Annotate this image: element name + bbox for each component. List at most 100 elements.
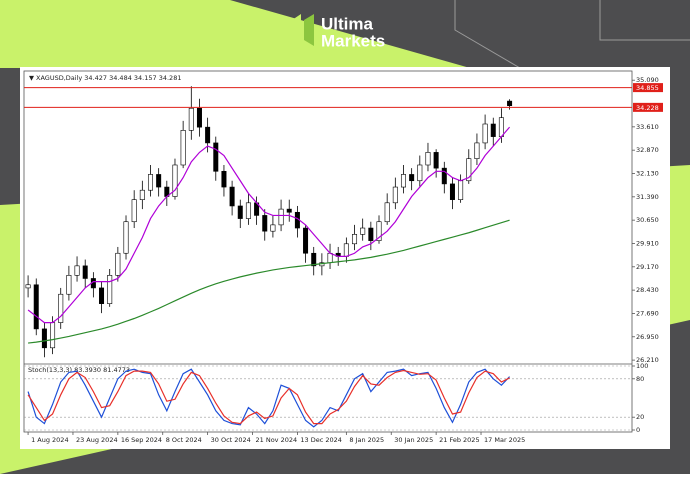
candle-body	[368, 227, 374, 241]
candle-body	[123, 221, 129, 254]
candle-body	[286, 208, 292, 213]
y-tick-label: 80	[636, 375, 644, 383]
y-tick-label: 31.390	[636, 193, 659, 201]
level-label: 34.855	[636, 84, 659, 92]
level-label-box	[633, 102, 663, 112]
y-tick-label: 35.090	[636, 76, 659, 84]
candle-body	[156, 174, 162, 188]
chart-panel	[20, 67, 670, 449]
y-tick-label: 20	[636, 413, 644, 421]
logo-text: Markets	[321, 31, 385, 50]
candle-body	[41, 328, 47, 349]
candle-body	[425, 152, 431, 166]
logo: Ultima Markets	[292, 14, 385, 50]
candle-body	[82, 265, 88, 279]
candle-body	[115, 252, 121, 276]
candle-body	[303, 227, 309, 254]
series-line	[28, 219, 510, 344]
y-tick-label: 28.430	[636, 286, 659, 294]
x-tick-label: 17 Mar 2025	[484, 436, 525, 444]
plot-frame	[23, 70, 633, 433]
candle-body	[237, 205, 243, 219]
x-tick-label: 23 Aug 2024	[76, 436, 118, 444]
candle-body	[400, 174, 406, 188]
candle-body	[180, 130, 186, 166]
series-line	[27, 369, 510, 425]
candle-body	[221, 170, 227, 188]
logo-icon	[304, 14, 314, 46]
x-tick-label: 30 Jan 2025	[394, 436, 433, 444]
x-tick-label: 21 Nov 2024	[256, 436, 298, 444]
candle-body	[139, 189, 145, 200]
y-tick-label: 32.130	[636, 170, 659, 178]
candle-body	[433, 152, 439, 169]
candle-body	[213, 142, 219, 172]
indicator-label: Stoch(13,3,3) 83.3930 81.4773	[28, 366, 130, 374]
y-tick-label: 33.610	[636, 123, 659, 131]
candle-body	[278, 208, 284, 226]
y-tick-label: 26.950	[636, 333, 659, 341]
candle-body	[384, 202, 390, 223]
y-tick-label: 100	[636, 362, 648, 370]
candle-body	[66, 275, 72, 295]
candle-body	[245, 202, 251, 219]
candle-body	[205, 126, 211, 144]
chart-header: XAGUSD,Daily 34.427 34.484 34.157 34.281	[36, 74, 181, 82]
candle-body	[188, 107, 194, 131]
candle-body	[458, 180, 464, 200]
candle-body	[50, 322, 56, 349]
decor-line	[599, 0, 690, 41]
candle-body	[270, 224, 276, 232]
x-tick-label: 8 Oct 2024	[166, 436, 202, 444]
candle-body	[74, 265, 80, 276]
x-tick-label: 30 Oct 2024	[211, 436, 251, 444]
candle-body	[229, 186, 235, 207]
accent-top	[0, 0, 470, 68]
level-label: 34.228	[636, 104, 659, 112]
candle-body	[376, 221, 382, 241]
candle-body	[343, 243, 349, 257]
y-tick-label: 32.870	[636, 146, 659, 154]
level-label-box	[633, 83, 663, 93]
candle-body	[474, 142, 480, 159]
candle-body	[490, 123, 496, 137]
x-tick-label: 16 Sep 2024	[121, 436, 162, 444]
header-arrow: ▼	[29, 74, 34, 82]
candle-body	[33, 284, 39, 330]
logo-text: Ultima	[321, 14, 374, 33]
candle-body	[417, 164, 423, 182]
candle-body	[99, 287, 105, 304]
y-tick-label: 26.210	[636, 356, 659, 364]
candle-body	[311, 252, 317, 267]
candle-body	[409, 174, 415, 182]
candle-body	[498, 117, 504, 137]
y-tick-label: 29.170	[636, 263, 659, 271]
x-tick-label: 1 Aug 2024	[31, 436, 69, 444]
candle-body	[172, 164, 178, 197]
candle-body	[107, 275, 113, 304]
y-tick-label: 0	[636, 426, 640, 434]
candle-body	[360, 227, 366, 235]
candle-body	[262, 215, 268, 232]
decor-line	[454, 0, 521, 69]
candle-body	[352, 234, 358, 245]
y-tick-label: 27.690	[636, 309, 659, 317]
candle-body	[196, 107, 202, 128]
candle-body	[392, 186, 398, 204]
x-tick-label: 13 Dec 2024	[300, 436, 342, 444]
candle-body	[466, 158, 472, 182]
candle-body	[482, 123, 488, 144]
candle-body	[327, 252, 333, 264]
candle-body	[449, 183, 455, 200]
candle-body	[58, 293, 64, 323]
y-tick-label: 30.650	[636, 216, 659, 224]
x-tick-label: 21 Feb 2025	[439, 436, 479, 444]
y-tick-label: 29.910	[636, 239, 659, 247]
x-tick-label: 8 Jan 2025	[349, 436, 384, 444]
candle-body	[441, 167, 447, 185]
candle-body	[25, 284, 31, 289]
series-line	[27, 126, 511, 324]
candle-body	[147, 174, 153, 191]
logo-icon	[292, 14, 301, 46]
